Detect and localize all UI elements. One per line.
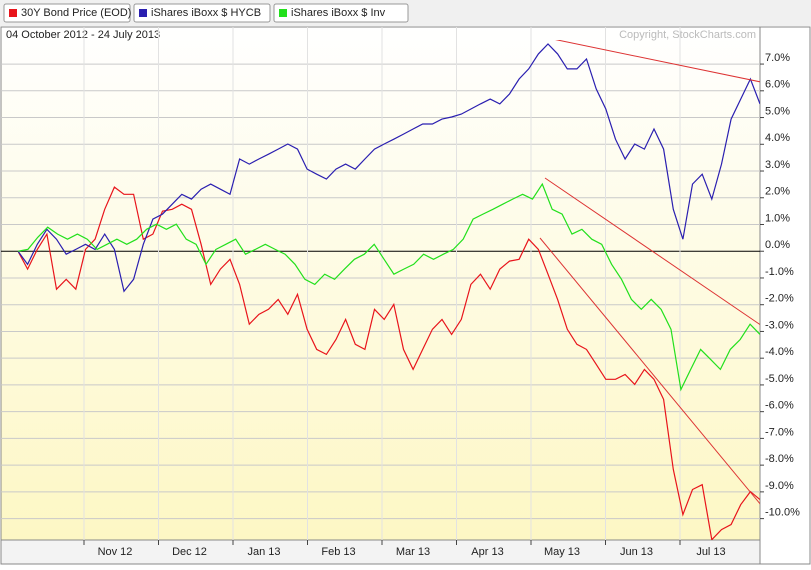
legend: 30Y Bond Price (EOD) iShares iBoxx $ HYCB… xyxy=(3,3,409,23)
legend-swatch xyxy=(9,9,17,17)
y-tick-label: -8.0% xyxy=(765,453,794,465)
copyright: Copyright, StockCharts.com xyxy=(619,29,756,41)
plot-area xyxy=(0,26,761,541)
subtitle: 04 October 2012 - 24 July 2013 xyxy=(6,29,160,41)
y-tick-label: 5.0% xyxy=(765,105,790,117)
legend-label: iShares iBoxx $ HYCB xyxy=(151,7,261,19)
y-tick-label: -3.0% xyxy=(765,319,794,331)
legend-swatch xyxy=(279,9,287,17)
x-tick-label: Jun 13 xyxy=(620,546,653,558)
y-tick-label: -2.0% xyxy=(765,293,794,305)
x-tick-label: Feb 13 xyxy=(321,546,355,558)
series-line xyxy=(18,43,760,293)
series-lines xyxy=(18,43,760,540)
y-tick-label: 7.0% xyxy=(765,52,790,64)
legend-label: iShares iBoxx $ Inv xyxy=(291,7,386,19)
y-tick-label: -10.0% xyxy=(765,507,800,519)
x-tick-label: Apr 13 xyxy=(471,546,503,558)
x-tick-label: Dec 12 xyxy=(172,546,207,558)
x-tick-label: Nov 12 xyxy=(98,546,133,558)
trend-lines xyxy=(539,40,760,505)
y-tick-label: -4.0% xyxy=(765,346,794,358)
y-tick-label: -7.0% xyxy=(765,426,794,438)
y-tick-label: -1.0% xyxy=(765,266,794,278)
x-tick-label: Jan 13 xyxy=(247,546,280,558)
legend-button xyxy=(133,3,271,23)
y-tick-label: 3.0% xyxy=(765,159,790,171)
trend-line xyxy=(539,237,760,505)
y-tick-label: 6.0% xyxy=(765,79,790,91)
y-tick-label: 0.0% xyxy=(765,239,790,251)
trend-line xyxy=(544,177,760,326)
series-line xyxy=(18,182,760,392)
legend-swatch xyxy=(139,9,147,17)
x-axis-bar xyxy=(0,539,761,565)
grid: 7.0% 6.0% 5.0% 4.0% 3.0% 2.0% 1.0% 0.0% -1.0% -2.… xyxy=(1,27,800,558)
legend-button xyxy=(3,3,131,23)
legend-button xyxy=(273,3,409,23)
y-tick-label: -5.0% xyxy=(765,373,794,385)
x-tick-label: May 13 xyxy=(544,546,580,558)
x-tick-label: Jul 13 xyxy=(696,546,725,558)
legend-label: 30Y Bond Price (EOD) xyxy=(21,7,131,19)
y-axis-area xyxy=(759,26,811,565)
y-tick-label: -6.0% xyxy=(765,400,794,412)
y-tick-label: -9.0% xyxy=(765,480,794,492)
series-line xyxy=(18,186,760,540)
trend-line xyxy=(555,40,760,83)
y-tick-label: 2.0% xyxy=(765,186,790,198)
y-tick-label: 1.0% xyxy=(765,212,790,224)
y-tick-label: 4.0% xyxy=(765,132,790,144)
x-tick-label: Mar 13 xyxy=(396,546,430,558)
